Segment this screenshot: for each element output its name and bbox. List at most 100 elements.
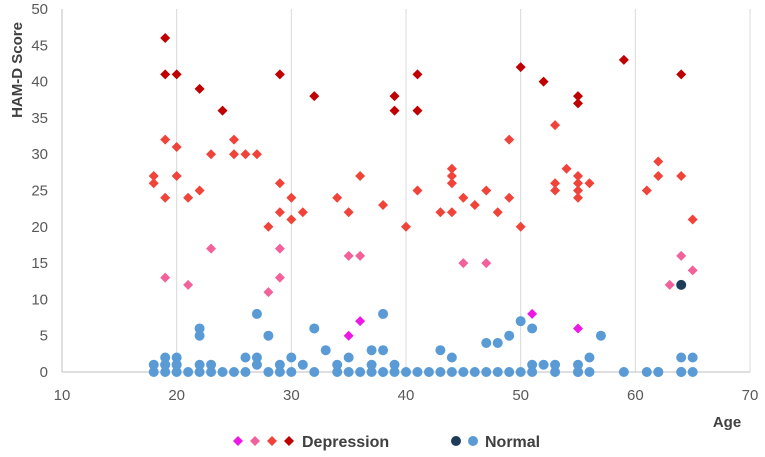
data-point-depression xyxy=(573,192,583,203)
data-point-normal xyxy=(550,359,561,370)
series-moderate xyxy=(148,120,698,232)
y-tick-label: 35 xyxy=(31,110,48,127)
data-point-normal xyxy=(687,367,698,377)
data-point-normal xyxy=(538,359,549,370)
data-point-normal xyxy=(332,359,343,370)
data-point-depression xyxy=(355,316,366,327)
data-point-depression xyxy=(687,214,698,225)
data-point-normal xyxy=(343,352,354,363)
data-point-depression xyxy=(687,265,698,276)
data-point-depression xyxy=(676,250,687,261)
data-point-normal xyxy=(401,367,411,377)
series-severe xyxy=(160,33,687,116)
data-point-depression xyxy=(171,170,182,181)
data-point-normal xyxy=(171,359,182,370)
data-point-normal xyxy=(274,367,285,377)
y-tick-label: 5 xyxy=(40,328,48,345)
data-point-normal xyxy=(206,359,217,370)
data-point-normal xyxy=(194,367,205,377)
data-point-depression xyxy=(332,192,343,203)
data-point-depression xyxy=(389,105,400,116)
data-point-depression xyxy=(584,178,595,189)
legend-marker-severe xyxy=(284,436,294,446)
data-point-normal xyxy=(573,367,583,377)
data-point-normal xyxy=(595,330,606,341)
data-point-normal xyxy=(366,359,377,370)
data-point-normal xyxy=(469,367,480,377)
data-point-depression xyxy=(676,170,687,181)
data-point-normal xyxy=(355,367,366,377)
series-normal xyxy=(148,308,698,377)
series-mild xyxy=(160,243,698,298)
data-point-normal xyxy=(378,345,389,356)
data-point-normal xyxy=(297,359,308,370)
data-point-depression xyxy=(274,178,285,189)
data-point-normal xyxy=(584,367,595,377)
data-point-depression xyxy=(355,170,366,181)
y-tick-label: 15 xyxy=(31,255,48,272)
data-point-normal xyxy=(229,367,239,377)
data-point-depression xyxy=(389,91,400,102)
data-point-normal xyxy=(251,308,262,319)
data-point-depression xyxy=(573,185,583,196)
data-point-normal xyxy=(309,323,320,334)
data-point-depression xyxy=(446,178,457,189)
data-point-depression xyxy=(481,185,492,196)
x-tick-label: 40 xyxy=(398,387,415,404)
y-axis-tick-labels: 0 5 10 15 20 25 30 35 40 45 50 xyxy=(31,1,48,381)
data-point-depression xyxy=(504,134,515,145)
data-point-normal xyxy=(378,367,389,377)
data-point-normal xyxy=(504,367,515,377)
series-minimal xyxy=(343,308,583,341)
data-point-normal xyxy=(366,367,377,377)
legend-marker-moderate xyxy=(267,436,277,446)
legend-normal-label: Normal xyxy=(485,434,540,451)
data-point-normal xyxy=(240,367,251,377)
data-point-depression xyxy=(550,120,561,131)
y-tick-label: 20 xyxy=(31,219,48,236)
data-point-depression xyxy=(618,54,629,65)
data-point-depression xyxy=(274,272,285,283)
data-point-normal xyxy=(389,359,400,370)
data-point-depression xyxy=(527,308,538,319)
data-point-normal xyxy=(653,367,664,377)
data-point-normal xyxy=(206,367,217,377)
x-tick-label: 70 xyxy=(742,387,759,404)
x-tick-label: 10 xyxy=(54,387,71,404)
data-point-normal xyxy=(515,367,526,377)
data-point-depression xyxy=(481,258,492,269)
data-point-normal xyxy=(217,367,228,377)
legend-marker-normal-dark xyxy=(451,436,461,446)
data-point-normal xyxy=(492,337,503,348)
data-point-depression xyxy=(561,163,572,174)
data-point-normal xyxy=(194,330,205,341)
data-point-depression xyxy=(573,323,583,334)
data-point-normal xyxy=(412,367,423,377)
data-point-normal xyxy=(320,345,331,356)
data-point-normal xyxy=(481,367,492,377)
data-point-depression xyxy=(664,279,675,290)
data-point-depression xyxy=(469,200,480,211)
data-point-normal xyxy=(618,367,629,377)
data-point-depression xyxy=(160,134,171,145)
data-point-depression xyxy=(286,214,297,225)
data-point-normal xyxy=(286,367,297,377)
data-point-normal xyxy=(527,323,538,334)
legend-marker-normal xyxy=(468,436,478,446)
y-tick-label: 45 xyxy=(31,37,48,54)
data-point-depression xyxy=(515,62,526,73)
data-point-normal xyxy=(527,367,538,377)
data-point-depression xyxy=(446,170,457,181)
x-tick-label: 50 xyxy=(512,387,529,404)
data-point-normal xyxy=(550,367,561,377)
data-point-normal xyxy=(504,330,515,341)
data-point-depression xyxy=(412,69,423,80)
data-point-depression xyxy=(148,170,159,181)
data-point-normal xyxy=(687,352,698,363)
y-tick-label: 25 xyxy=(31,183,48,200)
legend-depression-markers xyxy=(233,436,294,446)
data-point-normal xyxy=(148,359,159,370)
data-point-depression xyxy=(515,221,526,232)
data-point-normal xyxy=(573,359,583,370)
x-tick-label: 60 xyxy=(627,387,644,404)
